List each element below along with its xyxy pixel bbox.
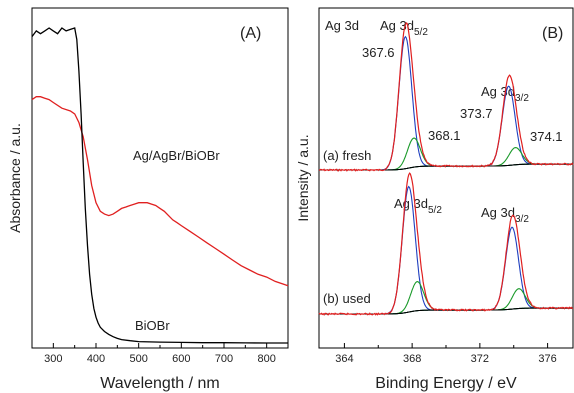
panel-a-series-ag-agbr-biobr-line: [31, 96, 289, 287]
panel-a-x-label: Wavelength / nm: [100, 375, 219, 392]
panel-a-x-tick-label: 600: [172, 353, 190, 365]
panel-a-x-tick-label: 400: [87, 353, 105, 365]
panel-b-y-label: Intensity / a.u.: [295, 134, 311, 221]
panel-a-x-tick-label: 300: [44, 353, 62, 365]
panel-b-x-ticks: 364 368 372 376: [335, 343, 557, 365]
fresh-peak-value-367-6: 367.6: [362, 45, 395, 60]
used-peak-title-5-2: Ag 3d5/2: [394, 196, 442, 216]
panel-a: 300 400 500 600 700 800 (A) Ag/AgBr/BiOBr BiO…: [7, 7, 289, 392]
fresh-peak-title-5-2: Ag 3d5/2: [380, 18, 428, 38]
panel-a-frame: [31, 7, 289, 349]
fresh-peak-value-373-7: 373.7: [460, 106, 493, 121]
panel-a-y-label: Absorbance / a.u.: [7, 123, 23, 233]
panel-b-x-tick-label: 372: [471, 353, 489, 365]
panel-b: 364 368 372 376 (B) Ag 3d Binding Energy / …: [295, 7, 574, 392]
fresh-peak-value-374-1: 374.1: [530, 129, 563, 144]
panel-b-x-tick-label: 364: [335, 353, 353, 365]
annotation-ag-agbr-biobr: Ag/AgBr/BiOBr: [133, 148, 220, 163]
panel-b-x-tick-label: 368: [403, 353, 421, 365]
panel-b-label: (B): [542, 25, 563, 42]
spectrum-used-envelope: [318, 172, 574, 316]
panel-b-x-label: Binding Energy / eV: [375, 375, 517, 392]
panel-a-series-biobr-line: [31, 27, 288, 344]
panel-a-x-tick-label: 500: [129, 353, 147, 365]
panel-b-series: [318, 22, 574, 316]
panel-b-title-ag3d: Ag 3d: [325, 18, 359, 33]
panel-a-label: (A): [240, 25, 261, 42]
annotation-biobr: BiOBr: [135, 318, 170, 333]
fresh-peak-value-368-1: 368.1: [428, 128, 461, 143]
panel-a-x-tick-label: 700: [215, 353, 233, 365]
used-peak-title-3-2: Ag 3d3/2: [481, 205, 529, 225]
spectrum-label-fresh: (a) fresh: [323, 148, 371, 163]
spectrum-fresh-envelope: [318, 22, 574, 172]
panel-b-x-tick-label: 376: [538, 353, 556, 365]
panel-a-series: [31, 27, 289, 344]
spectrum-label-used: (b) used: [323, 291, 371, 306]
panel-a-x-ticks: 300 400 500 600 700 800: [31, 343, 289, 365]
panel-a-x-tick-label: 800: [257, 353, 275, 365]
